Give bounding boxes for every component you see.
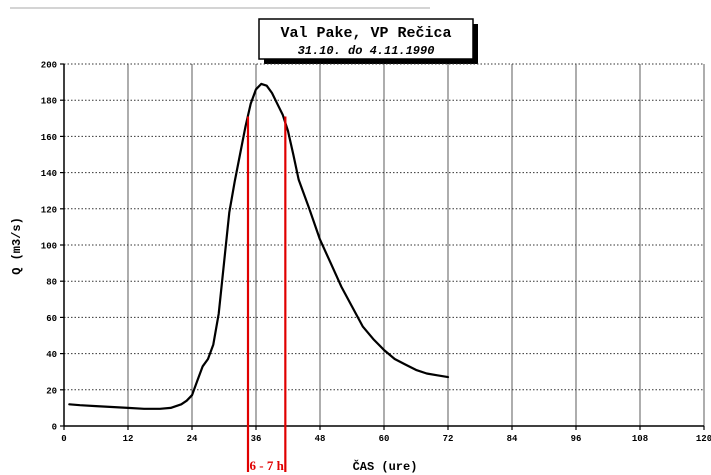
x-tick-label: 0 — [61, 434, 66, 444]
x-tick-label: 72 — [443, 434, 454, 444]
axes — [60, 63, 705, 430]
title-box: Val Pake, VP Rečica 31.10. do 4.11.1990 — [258, 18, 478, 64]
x-tick-label: 60 — [379, 434, 390, 444]
x-tick-label: 108 — [632, 434, 648, 444]
annotations: 6 - 7 h — [246, 116, 287, 473]
y-tick-label: 100 — [41, 242, 57, 252]
y-tick-label: 140 — [41, 169, 57, 179]
x-tick-label: 12 — [123, 434, 134, 444]
y-tick-label: 0 — [52, 423, 57, 433]
x-axis-label: ČAS (ure) — [353, 459, 418, 474]
y-tick-label: 120 — [41, 205, 57, 215]
duration-label: 6 - 7 h — [250, 458, 285, 473]
x-tick-label: 84 — [507, 434, 518, 444]
y-axis-label: Q (m3/s) — [10, 217, 24, 275]
x-tick-label: 24 — [187, 434, 198, 444]
y-tick-labels: 0 20 40 60 80 100 120 140 160 180 200 — [41, 61, 57, 433]
x-tick-label: 36 — [251, 434, 262, 444]
y-tick-label: 40 — [46, 350, 57, 360]
y-tick-label: 60 — [46, 314, 57, 324]
chart-title: Val Pake, VP Rečica — [280, 25, 451, 42]
x-tick-label: 120 — [696, 434, 711, 444]
y-tick-label: 20 — [46, 386, 57, 396]
y-tick-label: 200 — [41, 61, 57, 71]
x-tick-label: 48 — [315, 434, 326, 444]
title-box-frame — [258, 18, 474, 60]
y-tick-label: 80 — [46, 278, 57, 288]
y-tick-label: 180 — [41, 97, 57, 107]
chart-subtitle: 31.10. do 4.11.1990 — [298, 44, 435, 58]
series — [68, 82, 450, 410]
y-tick-label: 160 — [41, 133, 57, 143]
x-tick-label: 96 — [571, 434, 582, 444]
grid — [64, 63, 705, 426]
series-line — [68, 82, 450, 410]
x-tick-labels: 0 12 24 36 48 60 72 84 96 108 120 — [61, 434, 711, 444]
